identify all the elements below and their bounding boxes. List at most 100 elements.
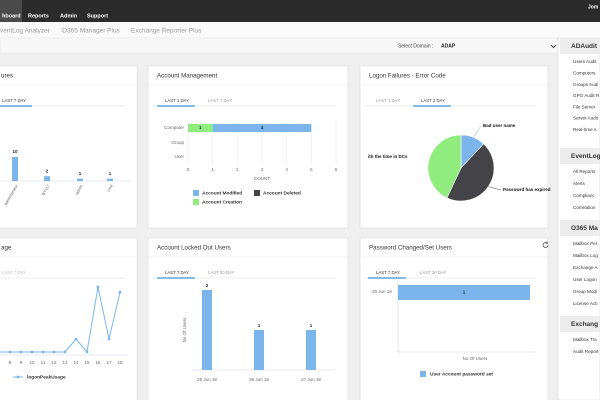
chart-tab[interactable]: LAST 7 DAY xyxy=(165,270,189,275)
line-point xyxy=(19,350,23,354)
sidebar-title: ADAudit xyxy=(571,43,598,50)
bar-segment xyxy=(212,124,312,132)
sidebar-item[interactable]: Complianc xyxy=(573,193,595,198)
sidebar-item[interactable]: Groups Audi xyxy=(573,82,598,87)
domain-bar xyxy=(0,37,559,54)
nav-tab[interactable]: Admin xyxy=(60,13,78,19)
nav-tab[interactable]: Support xyxy=(87,13,108,19)
x-tick-label: 0 xyxy=(187,167,190,172)
line-point xyxy=(41,350,45,354)
data-label: 4 xyxy=(261,125,264,130)
chart-tab[interactable]: LAST 7 DAY xyxy=(208,98,232,103)
active-tab-bg xyxy=(0,0,22,22)
sidebar-item[interactable]: License Acti xyxy=(573,301,598,306)
sidebar-item[interactable]: Correlation xyxy=(573,205,596,210)
label-connector xyxy=(428,156,432,161)
x-tick-label: 14 xyxy=(73,360,79,365)
sidebar-item[interactable]: Mailbox Log xyxy=(573,253,598,258)
slice-label: Passowrd has expired xyxy=(503,187,551,192)
chart-tab[interactable]: LAST 30 DAY xyxy=(208,270,234,275)
sidebar-item[interactable]: Audit Report xyxy=(573,349,599,354)
pie-slice xyxy=(446,143,495,202)
y-tick-label: Group xyxy=(171,140,184,145)
sidebar-item[interactable]: Group Modi xyxy=(573,289,597,294)
legend-label[interactable]: Account Deleted xyxy=(263,190,301,196)
sidebar-item[interactable]: Real-time A xyxy=(573,127,598,132)
chart-tab[interactable]: LAST 7 DAY xyxy=(2,270,26,275)
x-tick-label: 12 xyxy=(51,360,57,365)
slice-label: ith the time in DCs xyxy=(368,154,408,159)
x-tick-label: 5 xyxy=(310,167,313,172)
x-tick-label: 8 xyxy=(9,360,12,365)
sidebar-item[interactable]: Alerts xyxy=(573,181,585,186)
sidebar-item[interactable]: Mailbox Per xyxy=(573,241,598,246)
data-label: 1 xyxy=(463,290,466,295)
label-connector xyxy=(472,125,482,138)
nav-tab[interactable]: hboard xyxy=(2,13,21,19)
data-label: 10 xyxy=(12,149,18,154)
dropdown-caret[interactable] xyxy=(550,44,557,49)
chart-tab[interactable]: LAST 7 DAY xyxy=(2,98,26,103)
sidebar-item[interactable]: Server Audit xyxy=(573,116,599,121)
refresh-icon[interactable] xyxy=(542,241,549,248)
legend-swatch xyxy=(193,190,199,196)
x-tick-label: 26 Jun 18 xyxy=(249,377,269,382)
x-tick-label: 27 Jun 18 xyxy=(301,377,321,382)
x-tick-label: 1 xyxy=(211,167,214,172)
line-point xyxy=(85,350,89,354)
chart-tab[interactable]: LAST 1 DAY xyxy=(165,98,189,103)
sidebar-header xyxy=(560,38,600,54)
sidebar-item[interactable]: GPO Audit R xyxy=(573,93,600,98)
legend-label[interactable]: Account Modified xyxy=(202,190,242,196)
line-point xyxy=(30,350,34,354)
sidebar-item[interactable]: Computers xyxy=(573,71,596,76)
sidebar-item[interactable]: File Server xyxy=(573,104,596,109)
x-tick-label: 9 xyxy=(20,360,23,365)
y-tick-label: 25 Jun 18 xyxy=(372,289,392,294)
x-tick-label: 10 xyxy=(29,360,35,365)
bar-segment xyxy=(188,124,213,132)
line-point xyxy=(96,285,100,289)
legend-swatch xyxy=(254,190,260,196)
sidebar-item[interactable]: Exchange A xyxy=(573,265,598,270)
x-axis-title: No.Of Users xyxy=(463,356,489,361)
widget xyxy=(359,237,549,400)
sidebar-item[interactable]: User Logon xyxy=(573,277,597,282)
product-link[interactable]: O365 Manager Plus xyxy=(62,28,121,35)
chart-tab[interactable]: LAST 7 DAY xyxy=(376,270,400,275)
y-axis-title: No Of Users xyxy=(182,317,187,343)
domain-value[interactable]: ADAP xyxy=(441,43,456,49)
sidebar-item[interactable]: Mailbox Tra xyxy=(573,337,597,342)
x-tick-label: 4 xyxy=(285,167,288,172)
x-tick-label: 15 xyxy=(84,360,90,365)
sidebar-header xyxy=(560,148,600,164)
nav-tab[interactable]: Reports xyxy=(28,13,49,19)
legend-label[interactable]: User Account password set xyxy=(430,371,493,377)
product-link[interactable]: Exchange Reporter Plus xyxy=(131,28,202,35)
bar xyxy=(12,157,18,181)
chart-tab[interactable]: LAST 2 DAY xyxy=(421,98,445,103)
bar xyxy=(306,330,316,370)
x-tick-label: cmd xyxy=(106,184,114,193)
x-tick-label: 17 xyxy=(106,360,112,365)
sidebar-item[interactable]: Users Audit xyxy=(573,59,597,64)
slice-label: Bad user name xyxy=(483,123,516,128)
widget-title: age xyxy=(1,245,12,252)
user-name[interactable]: Jom xyxy=(588,4,599,10)
line-point xyxy=(74,337,78,341)
x-tick-label: 3 xyxy=(261,167,264,172)
product-link[interactable]: ventLog Analyzer xyxy=(0,28,51,35)
line-point xyxy=(63,350,67,354)
x-tick-label: 13 xyxy=(62,360,68,365)
legend-label[interactable]: Account Creation xyxy=(202,199,242,205)
data-label: 2 xyxy=(206,283,209,288)
data-label: 1 xyxy=(79,171,82,176)
chart-tab[interactable]: LAST 1 DAY xyxy=(376,98,400,103)
x-tick-label: 16 xyxy=(95,360,101,365)
sidebar-item[interactable]: All Reports xyxy=(573,169,596,174)
widget-title: Account Locked Out Users xyxy=(157,245,231,252)
chart-tab[interactable]: LAST 30 DAY xyxy=(420,270,446,275)
widget-title: Logon Failures - Error Code xyxy=(369,73,446,80)
legend-label[interactable]: logonPeakUsage xyxy=(27,374,66,380)
data-label: 1 xyxy=(258,323,261,328)
